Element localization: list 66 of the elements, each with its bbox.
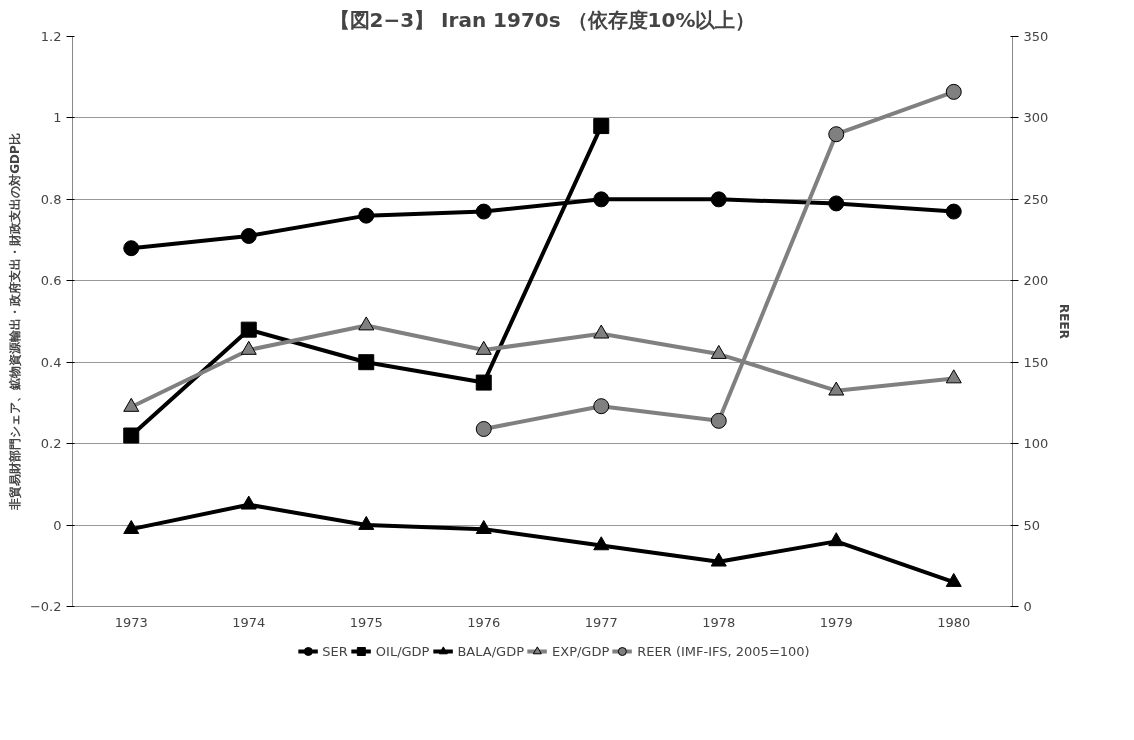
- point: [828, 195, 845, 212]
- y-tick-label: 0.4: [40, 354, 62, 370]
- point: [123, 519, 140, 534]
- point: [593, 191, 610, 208]
- point: [710, 412, 727, 429]
- point: [358, 316, 375, 331]
- point: [710, 344, 727, 359]
- point: [710, 552, 727, 567]
- point: [945, 572, 962, 587]
- x-tick-label: 1974: [232, 614, 266, 630]
- y-tick-label: 0.6: [40, 273, 62, 289]
- legend-label: SER: [322, 643, 348, 659]
- y2-tick-label: 200: [1023, 273, 1049, 289]
- x-tick-label: 1977: [584, 614, 618, 630]
- y2-tick-label: 50: [1023, 517, 1041, 533]
- x-tick-label: 1978: [702, 614, 736, 630]
- point: [358, 515, 375, 530]
- point: [240, 340, 257, 355]
- point: [593, 398, 610, 415]
- legend-label: BALA/GDP: [457, 643, 525, 659]
- point: [123, 397, 140, 412]
- y2-tick-label: 0: [1023, 599, 1032, 614]
- point: [828, 532, 845, 547]
- point: [593, 118, 610, 135]
- point: [240, 228, 257, 244]
- y-tick-label: 1.2: [40, 29, 62, 44]
- point: [475, 519, 492, 534]
- point: [240, 495, 257, 510]
- y2-axis-title: REER: [1056, 304, 1071, 339]
- point: [593, 536, 610, 551]
- legend-label: OIL/GDP: [375, 643, 430, 659]
- y-tick-label: 0.2: [40, 436, 62, 452]
- y2-tick-label: 150: [1023, 354, 1049, 370]
- point: [475, 374, 492, 391]
- point: [123, 240, 140, 257]
- y2-tick-label: 250: [1023, 191, 1049, 207]
- y-tick-label: −0.2: [29, 599, 62, 614]
- x-tick-label: 1979: [819, 614, 853, 630]
- point: [358, 207, 375, 224]
- y-tick-label: 0: [53, 517, 62, 533]
- x-tick-label: 1980: [937, 614, 971, 630]
- point: [710, 191, 727, 208]
- y2-tick-label: 300: [1023, 110, 1049, 126]
- point: [123, 427, 140, 444]
- x-tick-label: 1975: [349, 614, 383, 630]
- y-tick-label: 1: [53, 110, 62, 126]
- point: [593, 324, 610, 339]
- point: [828, 381, 845, 396]
- legend-label: REER (IMF-IFS, 2005=100): [637, 643, 810, 659]
- point: [475, 203, 492, 220]
- y2-tick-label: 350: [1023, 29, 1049, 44]
- point: [475, 421, 492, 437]
- x-tick-label: 1973: [114, 614, 148, 630]
- point: [945, 83, 962, 100]
- point: [240, 321, 257, 338]
- point: [945, 369, 962, 384]
- legend-label: EXP/GDP: [552, 643, 610, 659]
- y-tick-label: 0.8: [40, 191, 62, 207]
- point: [828, 126, 845, 143]
- point: [358, 354, 375, 371]
- chart-title: 【図2−3】 Iran 1970s （依存度10%以上）: [329, 7, 756, 32]
- y-axis-title: 非貿易財部門シェア、鉱物資源輸出・政府支出・財政支出の対GDP比: [7, 133, 22, 511]
- point: [475, 340, 492, 355]
- point: [945, 203, 962, 220]
- y2-tick-label: 100: [1023, 436, 1049, 452]
- x-tick-label: 1976: [467, 614, 501, 630]
